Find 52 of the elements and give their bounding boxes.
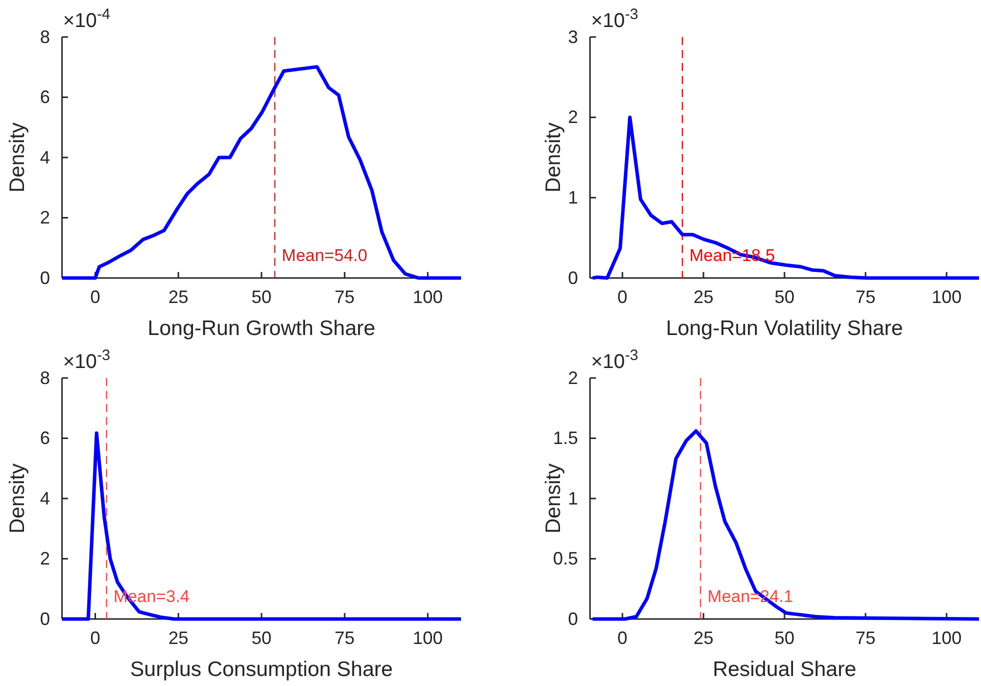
x-tick-label: 50 bbox=[774, 628, 795, 648]
y-tick-label: 2 bbox=[40, 208, 50, 228]
y-axis-title: Density bbox=[542, 462, 565, 534]
x-tick-label: 0 bbox=[617, 628, 628, 648]
y-tick-label: 0 bbox=[568, 268, 578, 288]
x-tick-label: 50 bbox=[251, 628, 272, 648]
y-tick-label: 4 bbox=[40, 147, 50, 168]
x-tick-label: 0 bbox=[90, 628, 100, 648]
y-tick-label: 8 bbox=[40, 26, 50, 47]
y-tick-label: 6 bbox=[40, 428, 50, 448]
x-tick-label: 25 bbox=[693, 286, 714, 307]
y-tick-label: 0 bbox=[568, 608, 578, 629]
x-axis-title: Surplus Consumption Share bbox=[130, 658, 393, 681]
x-tick-label: 25 bbox=[693, 628, 714, 648]
y-axis-title: Density bbox=[542, 122, 565, 193]
y-tick-label: 2 bbox=[40, 548, 50, 569]
y-tick-label: 3 bbox=[568, 26, 578, 47]
x-tick-label: 100 bbox=[412, 628, 443, 648]
y-tick-label: 1.5 bbox=[552, 428, 578, 448]
y-tick-label: 0.5 bbox=[552, 548, 578, 569]
y-tick-label: 1 bbox=[568, 187, 578, 208]
text: ×10$^{-3}$ bbox=[591, 6, 638, 32]
x-tick-label: 100 bbox=[932, 286, 962, 307]
x-tick-label: 0 bbox=[617, 286, 628, 307]
y-tick-label: 2 bbox=[568, 107, 578, 128]
y-tick-label: 1 bbox=[568, 488, 578, 508]
x-tick-label: 75 bbox=[334, 628, 355, 648]
y-axis-title: Density bbox=[6, 122, 29, 193]
x-tick-label: 50 bbox=[251, 286, 272, 307]
text: ×10$^{-3}$ bbox=[63, 346, 110, 373]
y-tick-label: 6 bbox=[40, 87, 50, 108]
y-tick-label: 4 bbox=[40, 488, 50, 508]
ref-line-label: Mean=54.0 bbox=[282, 246, 368, 265]
y-tick-label: 8 bbox=[40, 368, 50, 388]
x-axis-title: Long-Run Growth Share bbox=[148, 317, 376, 340]
x-tick-label: 0 bbox=[90, 286, 100, 307]
y-tick-label: 0 bbox=[40, 268, 50, 288]
x-axis-title: Residual Share bbox=[712, 658, 856, 681]
x-tick-label: 100 bbox=[412, 286, 443, 307]
x-tick-label: 75 bbox=[334, 286, 355, 307]
x-tick-label: 75 bbox=[856, 628, 876, 648]
x-tick-label: 25 bbox=[168, 628, 188, 648]
x-axis-title: Long-Run Volatility Share bbox=[666, 317, 903, 340]
x-tick-label: 25 bbox=[168, 286, 188, 307]
y-tick-label: 0 bbox=[40, 608, 50, 629]
y-tick-label: 2 bbox=[568, 368, 578, 388]
x-tick-label: 50 bbox=[774, 286, 795, 307]
text: ×10$^{-4}$ bbox=[63, 6, 110, 32]
y-axis-title: Density bbox=[6, 462, 29, 534]
text: ×10$^{-3}$ bbox=[591, 346, 638, 373]
x-tick-label: 75 bbox=[856, 286, 876, 307]
x-tick-label: 100 bbox=[932, 628, 962, 648]
